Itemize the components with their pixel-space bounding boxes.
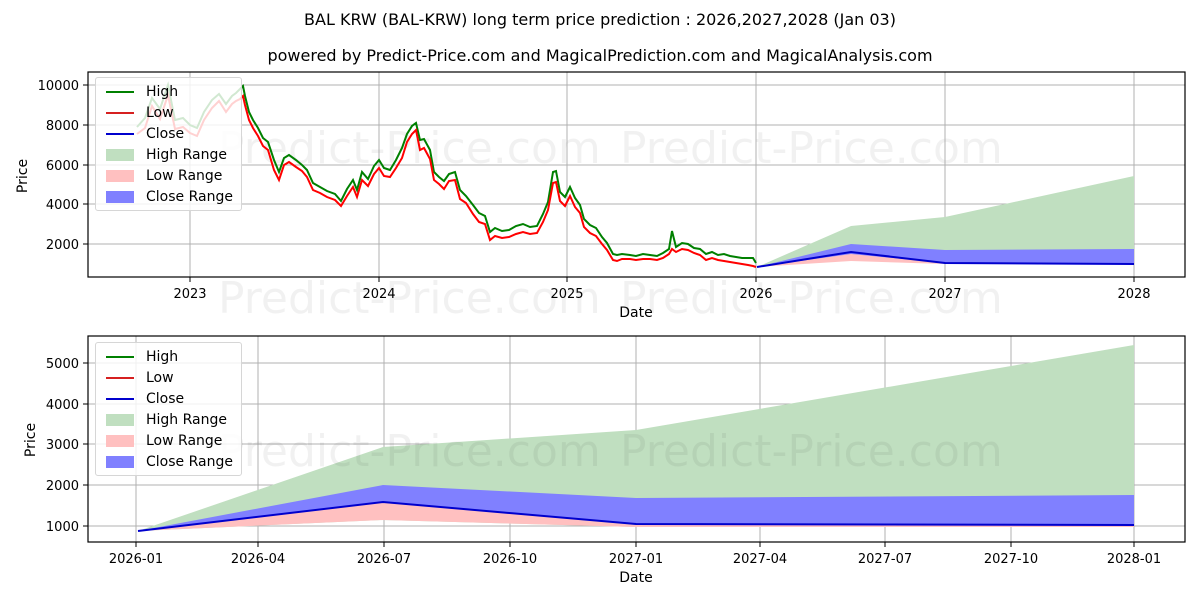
legend-label: High: [146, 83, 179, 100]
low-line-swatch-icon: [106, 111, 134, 114]
bottom-ytick-label: 5000: [46, 357, 79, 372]
legend-item-high-range: High Range: [102, 409, 233, 430]
bottom-xtick-label: 2026-01: [109, 552, 163, 567]
top-xticks: [189, 277, 1135, 282]
bottom-legend: High Low Close High Range Low Range Clos…: [95, 342, 242, 476]
legend-item-low-range: Low Range: [102, 165, 233, 186]
bottom-y-axis-label: Price: [23, 423, 39, 457]
legend-label: Low Range: [146, 432, 223, 449]
legend-label: Close Range: [146, 453, 233, 470]
high-range-swatch-icon: [106, 148, 134, 161]
legend-item-high: High: [102, 346, 233, 367]
top-ytick-label: 10000: [38, 79, 79, 94]
legend-label: Low: [146, 369, 174, 386]
top-y-axis-label: Price: [15, 159, 31, 193]
legend-item-close: Close: [102, 123, 233, 144]
top-xtick-label: 2024: [362, 287, 395, 302]
low-line-swatch-icon: [106, 376, 134, 379]
legend-item-low: Low: [102, 102, 233, 123]
top-low-line: [136, 91, 757, 268]
bottom-xtick-label: 2027-07: [858, 552, 912, 567]
top-yticks: [83, 84, 88, 245]
bottom-ytick-label: 3000: [46, 438, 79, 453]
bottom-high-range-area: [138, 345, 1134, 531]
top-x-axis-label: Date: [619, 305, 652, 321]
bottom-close-line: [137, 500, 1135, 532]
legend-label: High Range: [146, 146, 227, 163]
close-line-swatch-icon: [106, 132, 134, 135]
legend-item-high: High: [102, 81, 233, 102]
bottom-xtick-label: 2026-07: [357, 552, 411, 567]
top-plot-frame: [87, 71, 1186, 278]
bottom-chart: Predict-Price.com Predict-Price.com 1000…: [23, 335, 1186, 586]
bottom-xtick-label: 2027-04: [733, 552, 787, 567]
bottom-ytick-label: 1000: [46, 520, 79, 535]
top-ytick-label: 6000: [46, 159, 79, 174]
watermark: Predict-Price.com: [218, 273, 601, 324]
legend-item-close-range: Close Range: [102, 451, 233, 472]
high-line-swatch-icon: [106, 90, 134, 93]
bottom-ytick-label: 2000: [46, 479, 79, 494]
chart-title: BAL KRW (BAL-KRW) long term price predic…: [304, 10, 896, 29]
legend-item-low: Low: [102, 367, 233, 388]
top-xtick-label: 2023: [173, 287, 206, 302]
legend-label: High Range: [146, 411, 227, 428]
top-ytick-label: 4000: [46, 198, 79, 213]
bottom-xtick-label: 2026-04: [231, 552, 285, 567]
chart-subtitle: powered by Predict-Price.com and Magical…: [267, 46, 933, 65]
legend-label: Close: [146, 125, 185, 142]
legend-item-high-range: High Range: [102, 144, 233, 165]
bottom-xticks: [135, 542, 1135, 547]
bottom-yticks: [83, 362, 88, 527]
legend-label: Close: [146, 390, 185, 407]
low-range-swatch-icon: [106, 169, 134, 182]
top-grid: [88, 72, 1185, 277]
close-range-swatch-icon: [106, 190, 134, 203]
high-range-swatch-icon: [106, 413, 134, 426]
bottom-ytick-label: 4000: [46, 398, 79, 413]
top-xtick-label: 2028: [1117, 287, 1150, 302]
top-xtick-label: 2027: [928, 287, 961, 302]
top-low-range-area: [757, 252, 1134, 267]
bottom-xtick-label: 2027-10: [984, 552, 1038, 567]
legend-label: High: [146, 348, 179, 365]
bottom-x-axis-label: Date: [619, 570, 652, 586]
top-chart: Predict-Price.com Predict-Price.com Pred…: [15, 71, 1186, 324]
legend-item-close-range: Close Range: [102, 186, 233, 207]
top-ytick-label: 2000: [46, 238, 79, 253]
top-high-line: [136, 81, 757, 264]
bottom-xtick-label: 2026-10: [483, 552, 537, 567]
legend-label: Close Range: [146, 188, 233, 205]
close-range-swatch-icon: [106, 455, 134, 468]
legend-item-close: Close: [102, 388, 233, 409]
top-xtick-label: 2026: [739, 287, 772, 302]
bottom-xtick-label: 2027-01: [609, 552, 663, 567]
bottom-xtick-label: 2028-01: [1107, 552, 1161, 567]
legend-label: Low Range: [146, 167, 223, 184]
bottom-low-range-area: [138, 502, 1134, 531]
legend-item-low-range: Low Range: [102, 430, 233, 451]
high-line-swatch-icon: [106, 355, 134, 358]
watermark: Predict-Price.com: [620, 273, 1003, 324]
low-range-swatch-icon: [106, 434, 134, 447]
bottom-close-range-area: [138, 485, 1134, 531]
top-xtick-label: 2025: [550, 287, 583, 302]
top-close-line: [756, 250, 1135, 268]
top-ytick-label: 8000: [46, 119, 79, 134]
watermark: Predict-Price.com: [218, 426, 601, 477]
close-line-swatch-icon: [106, 397, 134, 400]
top-legend: High Low Close High Range Low Range Clos…: [95, 77, 242, 211]
top-close-range-area: [757, 244, 1134, 267]
watermark: Predict-Price.com: [620, 426, 1003, 477]
legend-label: Low: [146, 104, 174, 121]
